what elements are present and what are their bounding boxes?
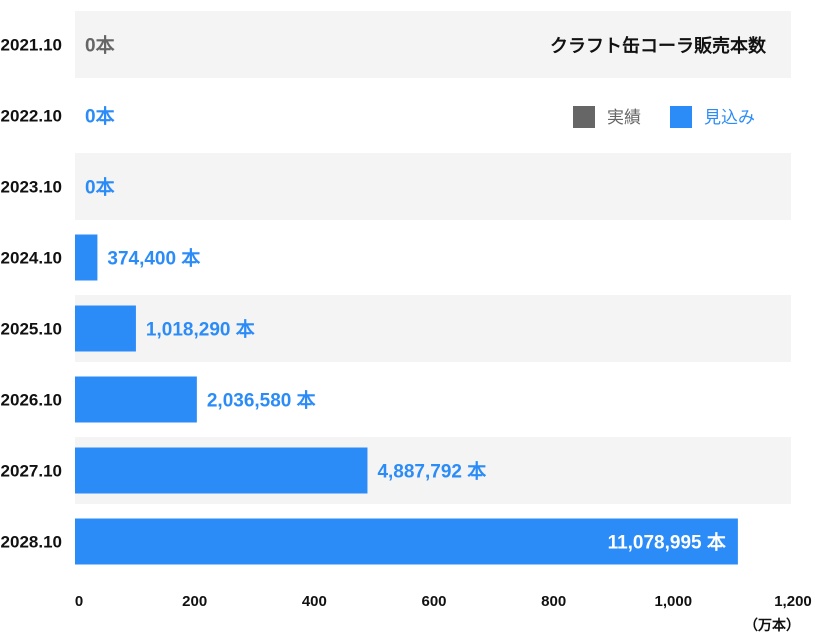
bar <box>75 447 368 494</box>
x-tick-label: 1,000 <box>655 593 693 610</box>
value-label: 2,036,580 本 <box>207 389 316 412</box>
category-label: 2025.10 <box>1 320 62 339</box>
x-tick-label: 0 <box>75 593 83 610</box>
category-label: 2028.10 <box>1 533 62 552</box>
legend-label-actual: 実績 <box>607 108 641 127</box>
category-label: 2021.10 <box>1 36 62 55</box>
bar <box>75 376 197 423</box>
row-band <box>75 295 791 362</box>
value-label: 11,078,995 本 <box>608 531 726 554</box>
legend-swatch-actual <box>573 106 595 128</box>
chart-title: クラフト缶コーラ販売本数 <box>550 35 767 56</box>
value-label: 4,887,792 本 <box>377 460 486 483</box>
row-band <box>75 11 791 78</box>
bar <box>75 234 98 281</box>
category-label: 2023.10 <box>1 178 62 197</box>
value-label: 1,018,290 本 <box>146 318 255 341</box>
value-label: 374,400 本 <box>107 247 200 270</box>
category-label: 2024.10 <box>1 249 62 268</box>
x-tick-label: 800 <box>541 593 566 610</box>
value-label: 0本 <box>85 34 115 57</box>
category-label: 2027.10 <box>1 462 62 481</box>
x-tick-label: 1,200 <box>774 593 812 610</box>
x-tick-label: 400 <box>302 593 327 610</box>
category-label: 2026.10 <box>1 391 62 410</box>
legend-swatch-forecast <box>670 106 692 128</box>
bar <box>75 305 136 352</box>
bar <box>75 518 738 565</box>
value-label: 0本 <box>85 105 115 128</box>
value-label: 0本 <box>85 176 115 199</box>
x-tick-label: 200 <box>182 593 207 610</box>
row-band <box>75 153 791 220</box>
legend-label-forecast: 見込み <box>704 108 755 127</box>
category-label: 2022.10 <box>1 107 62 126</box>
x-tick-label: 600 <box>421 593 446 610</box>
unit-label: （万本） <box>744 617 800 633</box>
